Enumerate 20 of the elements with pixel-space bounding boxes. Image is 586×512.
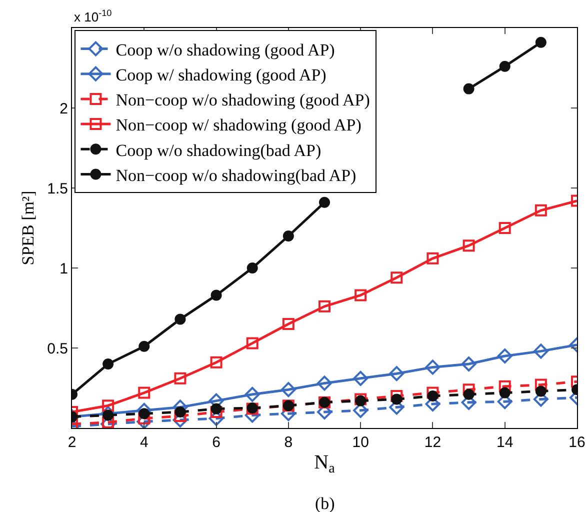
x-tick-label: 14: [496, 434, 514, 451]
y-tick-label: 0.5: [47, 340, 68, 358]
legend-label: Coop w/o shadowing(bad AP): [116, 140, 322, 160]
legend-label: Non−coop w/ shadowing (good AP): [116, 116, 362, 135]
legend-label: Non−coop w/o shadowing(bad AP): [116, 166, 356, 185]
y-axis-title: SPEB [m²]: [18, 190, 38, 266]
legend-label: Non−coop w/o shadowing (good AP): [116, 90, 370, 110]
legend-label: Coop w/ shadowing (good AP): [116, 65, 326, 84]
y-tick-label: 1.5: [47, 180, 68, 198]
x-axis-title: N$_{a}$: [314, 452, 336, 477]
x-tick-label: 12: [424, 434, 442, 451]
x-tick-label: 10: [352, 434, 369, 451]
x-tick-label: 16: [568, 434, 586, 451]
y-tick-label: 1: [60, 260, 68, 278]
y-tick-label: 2: [60, 100, 68, 118]
x-tick-label: 4: [140, 434, 148, 451]
text: x 10$^{-10}$: [74, 8, 112, 24]
x-tick-label: 6: [212, 434, 220, 451]
x-tick-label: 8: [284, 434, 293, 451]
legend-label: Coop w/o shadowing (good AP): [116, 40, 335, 60]
